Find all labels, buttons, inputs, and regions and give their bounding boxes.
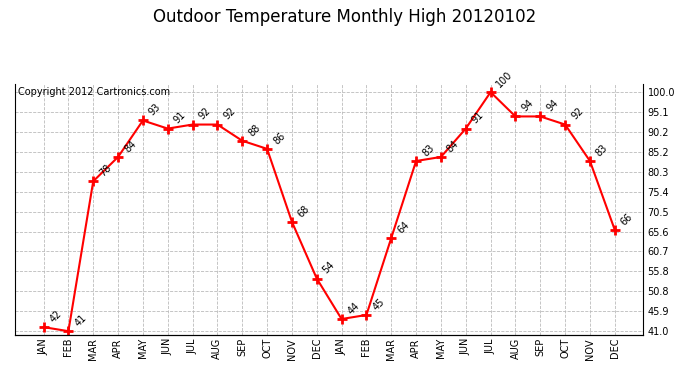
Text: 83: 83 [420,142,436,158]
Text: 91: 91 [172,110,188,126]
Text: 44: 44 [346,300,362,316]
Text: 94: 94 [520,98,535,114]
Text: 86: 86 [271,130,287,146]
Text: 66: 66 [619,211,635,227]
Text: 54: 54 [321,260,337,276]
Text: 68: 68 [296,203,312,219]
Text: 41: 41 [72,313,88,328]
Text: 92: 92 [569,106,585,122]
Text: 45: 45 [371,296,386,312]
Text: 83: 83 [594,142,610,158]
Text: 92: 92 [221,106,237,122]
Text: 88: 88 [246,122,262,138]
Text: 64: 64 [395,219,411,235]
Text: 42: 42 [48,309,63,324]
Text: 91: 91 [470,110,486,126]
Text: 93: 93 [147,102,163,118]
Text: Outdoor Temperature Monthly High 20120102: Outdoor Temperature Monthly High 2012010… [153,8,537,26]
Text: 84: 84 [445,138,461,154]
Text: Copyright 2012 Cartronics.com: Copyright 2012 Cartronics.com [18,87,170,96]
Text: 94: 94 [544,98,560,114]
Text: 84: 84 [122,138,138,154]
Text: 92: 92 [197,106,213,122]
Text: 100: 100 [495,69,515,89]
Text: 78: 78 [97,163,113,178]
